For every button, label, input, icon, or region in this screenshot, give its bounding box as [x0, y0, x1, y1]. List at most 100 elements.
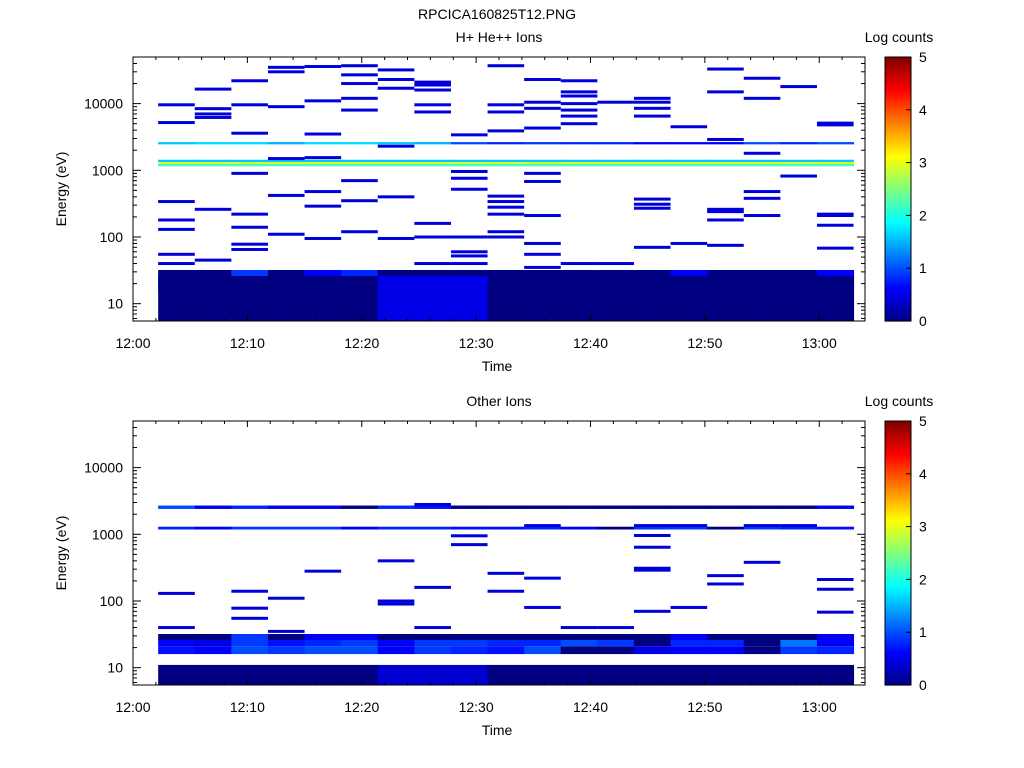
heatmap-cell — [267, 664, 306, 685]
colorbar-segment — [885, 523, 911, 528]
heatmap-line — [816, 223, 854, 227]
heatmap-cell — [524, 269, 562, 277]
colorbar-segment — [885, 231, 911, 235]
colorbar-segment — [885, 608, 911, 612]
colorbar-segment — [885, 421, 911, 425]
heatmap-cell — [267, 159, 306, 163]
heatmap-cell — [524, 664, 562, 685]
heatmap-line — [743, 76, 781, 80]
heatmap-cell — [743, 505, 781, 509]
heatmap-line — [524, 179, 561, 183]
heatmap-cell — [304, 276, 342, 321]
colorbar-segment — [885, 183, 911, 187]
heatmap-line — [633, 114, 671, 118]
colorbar-segment — [885, 262, 911, 267]
heatmap-line — [560, 94, 598, 98]
heatmap-cell — [487, 163, 525, 167]
heatmap-cell — [304, 159, 342, 163]
heatmap-line — [304, 236, 342, 240]
colorbar-segment — [885, 555, 911, 559]
colorbar-segment — [885, 616, 911, 620]
heatmap-cell — [524, 640, 562, 647]
heatmap-line — [377, 559, 415, 563]
heatmap-cell — [231, 640, 269, 647]
colorbar-segment — [885, 574, 911, 578]
heatmap-cell — [377, 159, 415, 163]
heatmap-line — [524, 171, 561, 175]
heatmap-cell — [780, 505, 818, 509]
colorbar-segment — [885, 75, 911, 79]
heatmap-line — [377, 599, 415, 603]
heatmap-cell — [670, 162, 708, 164]
heatmap-cell — [816, 526, 855, 530]
heatmap-cell — [816, 163, 855, 167]
panel-1: H+ He++ Ions 12:00 12:10 12:20 12:30 12:40 12:… — [53, 29, 933, 374]
heatmap-cell — [414, 162, 452, 164]
heatmap-cell — [377, 163, 415, 167]
heatmap-cell — [487, 142, 525, 145]
heatmap-line — [487, 589, 525, 593]
heatmap-line — [816, 578, 854, 582]
colorbar-tick-label: 5 — [919, 413, 927, 429]
y-tick-label: 100 — [100, 593, 124, 609]
heatmap-line — [267, 65, 305, 69]
x-tick-label: 12:10 — [230, 335, 265, 351]
heatmap-line — [194, 115, 232, 119]
heatmap-line — [487, 194, 525, 198]
heatmap-line — [487, 235, 525, 239]
heatmap-line — [231, 616, 268, 620]
heatmap-line — [231, 171, 268, 175]
heatmap-cell — [816, 640, 855, 647]
heatmap-line — [450, 133, 488, 137]
heatmap-cell — [341, 526, 379, 530]
heatmap-cell — [414, 640, 452, 647]
colorbar-segment — [885, 450, 911, 454]
colorbar-segment — [885, 452, 911, 456]
heatmap-cell — [158, 646, 196, 655]
heatmap-line — [231, 103, 268, 107]
heatmap-line — [524, 265, 561, 269]
heatmap-cell — [414, 633, 452, 641]
heatmap-cell — [524, 162, 562, 164]
heatmap-cell — [450, 276, 489, 321]
heatmap-line — [341, 96, 378, 100]
x-tick-label: 12:20 — [344, 699, 379, 715]
heatmap-cell — [560, 664, 598, 685]
heatmap-line — [158, 591, 195, 595]
colorbar-segment — [885, 669, 911, 673]
heatmap-line — [377, 86, 415, 90]
colorbar-segment — [885, 154, 911, 158]
heatmap-line — [633, 100, 671, 104]
heatmap-cell — [267, 526, 306, 530]
colorbar-tick-label: 3 — [919, 155, 927, 171]
y-tick-label: 1000 — [92, 162, 123, 178]
heatmap-line — [487, 200, 525, 204]
heatmap-cell — [633, 142, 672, 145]
x-tick-label: 12:50 — [687, 335, 722, 351]
colorbar-segment — [885, 505, 911, 509]
heatmap-cell — [670, 276, 708, 321]
heatmap-cell — [743, 640, 781, 647]
heatmap-cell — [560, 269, 598, 277]
colorbar-segment — [885, 595, 911, 599]
heatmap-cell — [450, 640, 489, 647]
heatmap-cell — [487, 526, 525, 530]
colorbar-tick-label: 5 — [919, 49, 927, 65]
colorbar-segment — [885, 632, 911, 636]
heatmap-line — [780, 174, 817, 178]
colorbar-segment — [885, 125, 911, 129]
heatmap-cell — [780, 640, 818, 647]
colorbar-label: Log counts — [865, 29, 934, 45]
heatmap-cell — [414, 646, 452, 655]
heatmap-line — [633, 206, 671, 210]
heatmap-cell — [560, 640, 598, 647]
heatmap-cell — [633, 526, 672, 530]
x-tick-label: 13:00 — [802, 699, 837, 715]
heatmap-cell — [633, 276, 672, 321]
heatmap-cell — [780, 142, 818, 145]
heatmap-cell — [267, 269, 306, 277]
heatmap-line — [560, 122, 598, 126]
heatmap-cell — [377, 664, 415, 685]
colorbar-segment — [885, 249, 911, 253]
heatmap-cell — [304, 163, 342, 167]
